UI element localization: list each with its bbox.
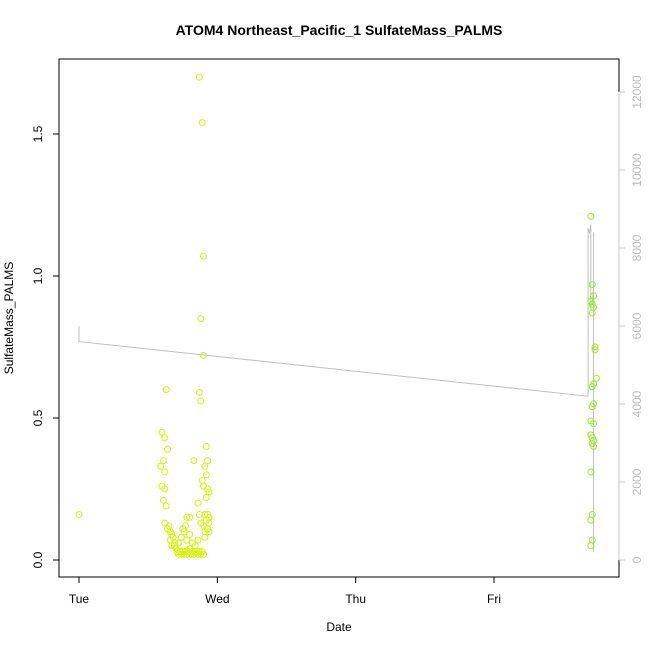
data-point: [186, 530, 194, 538]
data-point: [588, 403, 596, 411]
data-point: [162, 386, 170, 394]
data-point: [159, 457, 167, 465]
data-point: [202, 494, 210, 502]
data-point: [159, 496, 167, 504]
data-point: [588, 536, 596, 544]
data-point: [161, 485, 169, 493]
data-point: [587, 468, 595, 476]
y-axis: 0.0 0.5 1.0 1.5: [31, 125, 59, 568]
data-point: [200, 252, 207, 260]
data-point: [164, 525, 172, 533]
data-point: [201, 533, 209, 541]
right-tick-label: 2000: [630, 468, 644, 495]
right-tick-label: 8000: [630, 234, 644, 261]
data-point: [168, 542, 176, 550]
data-point: [204, 457, 212, 465]
data-point: [183, 513, 191, 521]
right-tick-label: 0: [630, 556, 644, 563]
data-point: [205, 528, 213, 536]
data-point: [587, 542, 595, 550]
data-point: [197, 397, 205, 405]
data-point: [162, 502, 170, 510]
y-axis-label: SulfateMass_PALMS: [2, 262, 16, 375]
data-point: [588, 281, 596, 289]
data-point: [590, 442, 598, 450]
data-point: [186, 513, 194, 521]
data-point: [190, 457, 198, 465]
data-point: [590, 380, 598, 388]
data-point: [198, 476, 206, 484]
data-point: [158, 428, 166, 436]
data-point: [200, 550, 207, 558]
data-point: [200, 482, 207, 490]
altitude-line: [78, 224, 595, 553]
data-point: [590, 420, 598, 428]
data-point: [587, 212, 595, 220]
data-point: [164, 445, 172, 453]
y-tick-label: 0.5: [31, 409, 45, 426]
y-tick-label: 0.0: [31, 551, 45, 568]
x-tick-label: Thu: [345, 592, 366, 606]
data-point: [197, 315, 205, 323]
chart-title: ATOM4 Northeast_Pacific_1 SulfateMass_PA…: [176, 22, 503, 38]
data-point: [194, 536, 202, 544]
data-point: [157, 462, 165, 470]
data-point: [590, 292, 598, 300]
data-point: [194, 499, 202, 507]
data-point: [177, 533, 185, 541]
data-point: [588, 309, 596, 317]
data-point: [161, 434, 169, 442]
data-point: [195, 73, 203, 81]
data-point: [201, 462, 209, 470]
points-layer: [75, 73, 600, 558]
data-point: [161, 519, 169, 527]
x-axis: Tue Wed Thu Fri: [69, 577, 501, 606]
data-point: [205, 488, 213, 496]
x-tick-label: Fri: [487, 592, 501, 606]
data-point: [183, 536, 191, 544]
data-point: [588, 511, 596, 519]
y-tick-label: 1.5: [31, 125, 45, 142]
right-tick-label: 10000: [630, 153, 644, 187]
data-point: [182, 522, 190, 530]
data-point: [195, 388, 203, 396]
data-point: [592, 374, 600, 382]
altitude-line-layer: [78, 224, 595, 553]
right-tick-label: 6000: [630, 312, 644, 339]
data-point: [161, 468, 169, 476]
data-point: [200, 352, 207, 360]
data-point: [175, 539, 183, 547]
data-point: [202, 471, 210, 479]
data-point: [75, 511, 83, 519]
data-point: [198, 119, 206, 127]
x-axis-label: Date: [326, 620, 352, 634]
right-axis: 0 2000 4000 6000 8000 10000 12000: [618, 75, 644, 563]
right-tick-label: 12000: [630, 75, 644, 109]
x-tick-label: Wed: [205, 592, 229, 606]
y-tick-label: 1.0: [31, 267, 45, 284]
right-tick-label: 4000: [630, 390, 644, 417]
data-point: [587, 516, 595, 524]
plot-frame: [58, 58, 620, 578]
data-point: [202, 442, 210, 450]
data-point: [591, 343, 599, 351]
x-tick-label: Tue: [69, 592, 90, 606]
data-point: [591, 346, 599, 354]
data-point: [191, 542, 199, 550]
